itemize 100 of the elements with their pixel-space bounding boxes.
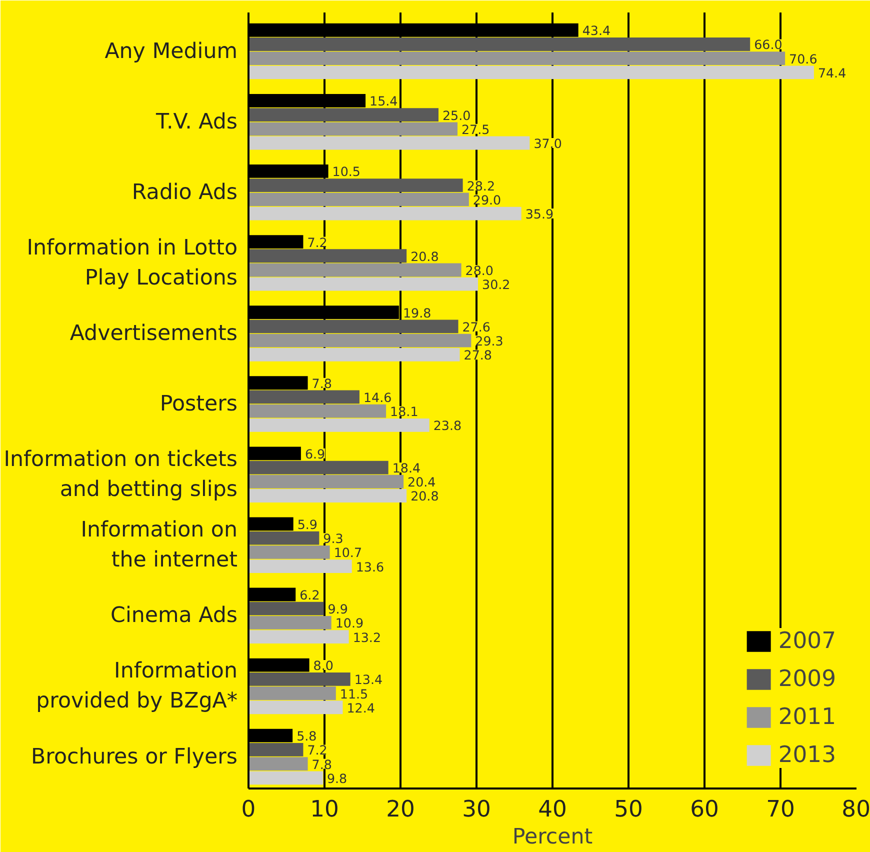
bar — [248, 630, 349, 644]
data-label: 29.3 — [475, 334, 504, 349]
data-label: 13.6 — [356, 559, 384, 574]
bar — [248, 108, 438, 122]
bar — [248, 52, 786, 66]
y-tick-label: Information in Lotto Play Locations — [26, 235, 238, 290]
data-label: 70.6 — [789, 51, 818, 66]
data-label: 18.1 — [390, 404, 418, 420]
data-label: 14.6 — [363, 390, 392, 405]
bar — [248, 404, 386, 418]
data-label: 5.9 — [297, 516, 318, 532]
bar — [248, 263, 462, 277]
data-label: 9.9 — [328, 602, 348, 617]
data-label: 9.8 — [326, 770, 348, 786]
legend-label: 2011 — [778, 704, 836, 730]
bar — [248, 672, 350, 686]
bar — [248, 602, 324, 616]
data-label: 74.4 — [818, 65, 846, 80]
data-label: 66.0 — [754, 37, 782, 52]
y-tick-label: T.V. Ads — [154, 109, 238, 134]
x-tick-label: 60 — [690, 796, 719, 822]
bar — [248, 206, 522, 220]
bar — [248, 700, 343, 714]
data-label: 27.6 — [462, 319, 490, 334]
data-label: 18.4 — [392, 460, 421, 476]
data-label: 20.8 — [410, 488, 439, 504]
data-label: 28.2 — [466, 178, 496, 194]
bar — [248, 178, 463, 192]
data-label: 30.2 — [482, 277, 510, 292]
data-label: 7.2 — [307, 234, 328, 250]
data-label: 43.4 — [582, 23, 611, 38]
y-tick-label: Any Medium — [104, 38, 238, 64]
bar — [248, 616, 332, 630]
x-tick-label: 40 — [538, 796, 567, 822]
legend-label: 2009 — [778, 666, 836, 692]
data-label: 6.9 — [304, 446, 326, 462]
data-label: 23.8 — [433, 418, 462, 434]
bar — [248, 418, 430, 432]
data-label: 37.0 — [534, 136, 562, 152]
data-label: 28.0 — [465, 262, 494, 278]
legend-label: 2007 — [778, 628, 836, 654]
bar — [248, 122, 458, 136]
x-tick-label: 80 — [842, 796, 870, 822]
y-tick-label: Brochures or Flyers — [31, 744, 238, 770]
y-tick-label: Information on the internet — [80, 518, 238, 573]
data-label: 7.8 — [312, 376, 332, 391]
bar — [248, 474, 404, 488]
bar — [248, 348, 460, 362]
data-label: 5.8 — [296, 728, 317, 744]
bar — [248, 531, 320, 545]
bar — [248, 460, 388, 474]
x-tick-label: 50 — [614, 796, 643, 822]
data-label: 13.2 — [352, 630, 382, 645]
bar — [248, 771, 323, 785]
legend-label: 2013 — [778, 742, 836, 768]
data-label: 20.4 — [408, 474, 436, 490]
data-label: 10.5 — [332, 164, 360, 180]
data-label: 12.4 — [346, 700, 375, 716]
data-label: 35.9 — [525, 206, 554, 222]
x-tick-label: 0 — [241, 796, 256, 822]
y-tick-label: Radio Ads — [132, 180, 238, 205]
data-label: 19.8 — [402, 305, 432, 320]
data-label: 7.2 — [307, 742, 328, 758]
data-label: 29.0 — [472, 192, 502, 208]
data-label: 20.8 — [410, 248, 439, 264]
bar — [248, 489, 407, 502]
bar — [248, 192, 469, 206]
bar — [248, 66, 814, 80]
x-tick-label: 20 — [386, 796, 415, 822]
data-label: 7.8 — [312, 756, 332, 772]
x-axis-title: Percent — [512, 824, 593, 850]
data-label: 27.5 — [462, 122, 490, 137]
y-tick-label: Posters — [160, 392, 238, 417]
bar — [248, 686, 336, 700]
bar — [248, 320, 458, 334]
data-label: 11.5 — [340, 686, 368, 702]
bar — [248, 390, 360, 404]
x-tick-label: 10 — [310, 796, 339, 822]
bar — [248, 334, 472, 348]
bar — [248, 249, 407, 263]
data-label: 13.4 — [354, 672, 383, 688]
y-tick-label: Advertisements — [70, 320, 238, 346]
bar — [248, 743, 304, 756]
data-label: 25.0 — [442, 108, 471, 123]
data-label: 10.7 — [334, 545, 362, 560]
bar — [248, 136, 530, 150]
bar — [248, 545, 330, 559]
bar — [248, 757, 308, 771]
data-label: 27.8 — [464, 348, 492, 363]
y-tick-label: Information provided by BZgA* — [36, 658, 238, 714]
bar — [248, 277, 478, 291]
y-tick-label: Information on tickets and betting slips — [4, 447, 238, 502]
bar — [248, 560, 352, 573]
data-label: 10.9 — [335, 616, 364, 631]
data-label: 15.4 — [370, 94, 398, 109]
data-label: 9.3 — [323, 531, 344, 546]
y-tick-label: Cinema Ads — [110, 603, 238, 628]
data-label: 6.2 — [300, 588, 320, 602]
bar — [248, 38, 750, 51]
x-tick-label: 70 — [766, 796, 795, 822]
